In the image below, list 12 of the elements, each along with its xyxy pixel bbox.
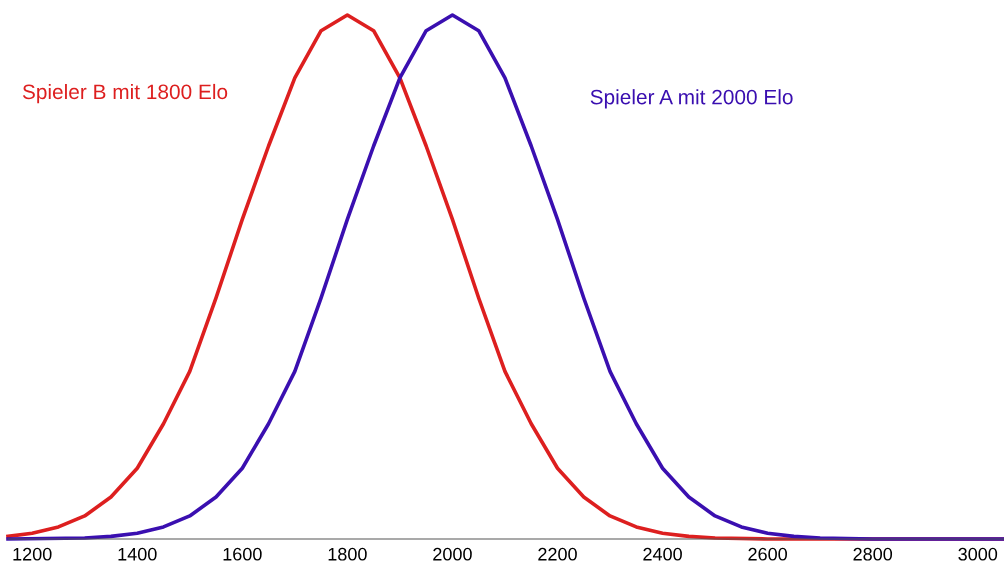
x-tick-label: 3000: [958, 547, 998, 561]
x-tick-label: 2800: [853, 547, 893, 561]
x-tick-label: 2600: [748, 547, 787, 561]
x-tick-label: 1400: [118, 547, 157, 561]
text: Spieler B mit 1800 Elo: [22, 83, 228, 104]
x-tick-label: 1600: [223, 547, 262, 561]
x-tick-label: 2200: [538, 547, 577, 561]
text: Spieler A mit 2000 Elo: [590, 89, 793, 109]
x-tick-label: 1800: [328, 547, 367, 561]
x-tick-label: 2000: [433, 547, 472, 561]
x-tick-label: 1200: [13, 547, 52, 561]
x-tick-label: 2400: [643, 547, 682, 561]
